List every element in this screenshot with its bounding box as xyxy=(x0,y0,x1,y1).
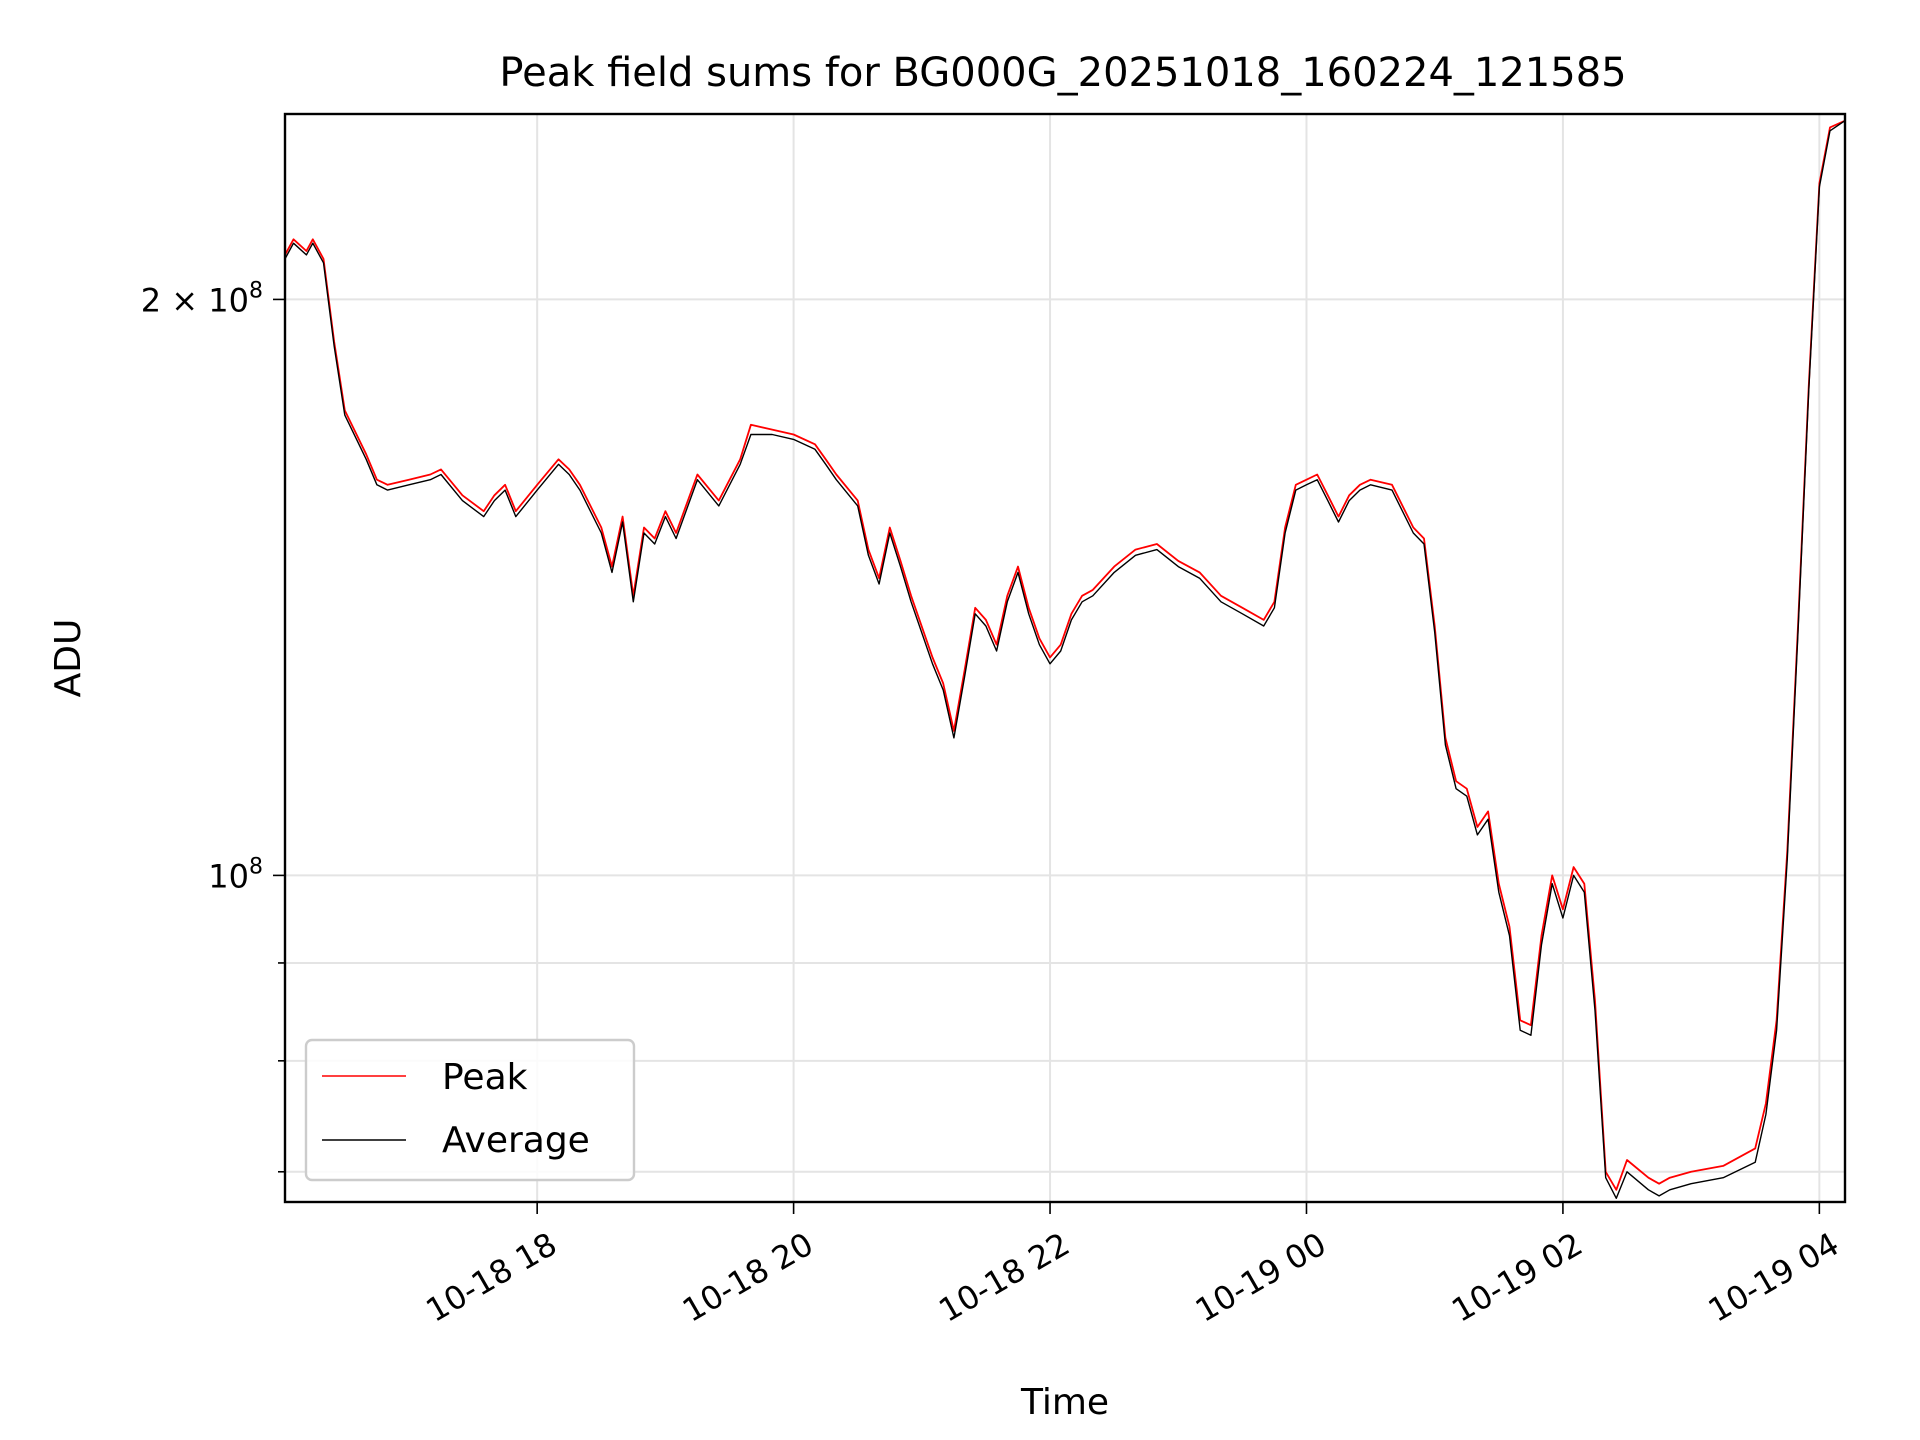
legend-label-average: Average xyxy=(442,1120,590,1161)
legend: Peak Average xyxy=(304,1038,636,1182)
legend-label-peak: Peak xyxy=(442,1057,528,1098)
y-tick-label: 108 xyxy=(208,854,263,895)
chart-title: Peak field sums for BG000G_20251018_1602… xyxy=(499,50,1626,96)
legend-box xyxy=(304,1038,636,1182)
x-axis-label: Time xyxy=(1020,1382,1109,1423)
plot-frame xyxy=(283,112,1847,1204)
series-line-peak xyxy=(285,119,1845,1191)
series-line-average xyxy=(285,120,1845,1199)
plot-series xyxy=(285,119,1845,1199)
y-axis-label: ADU xyxy=(48,619,89,698)
y-tick-label: 2 × 108 xyxy=(141,278,263,319)
